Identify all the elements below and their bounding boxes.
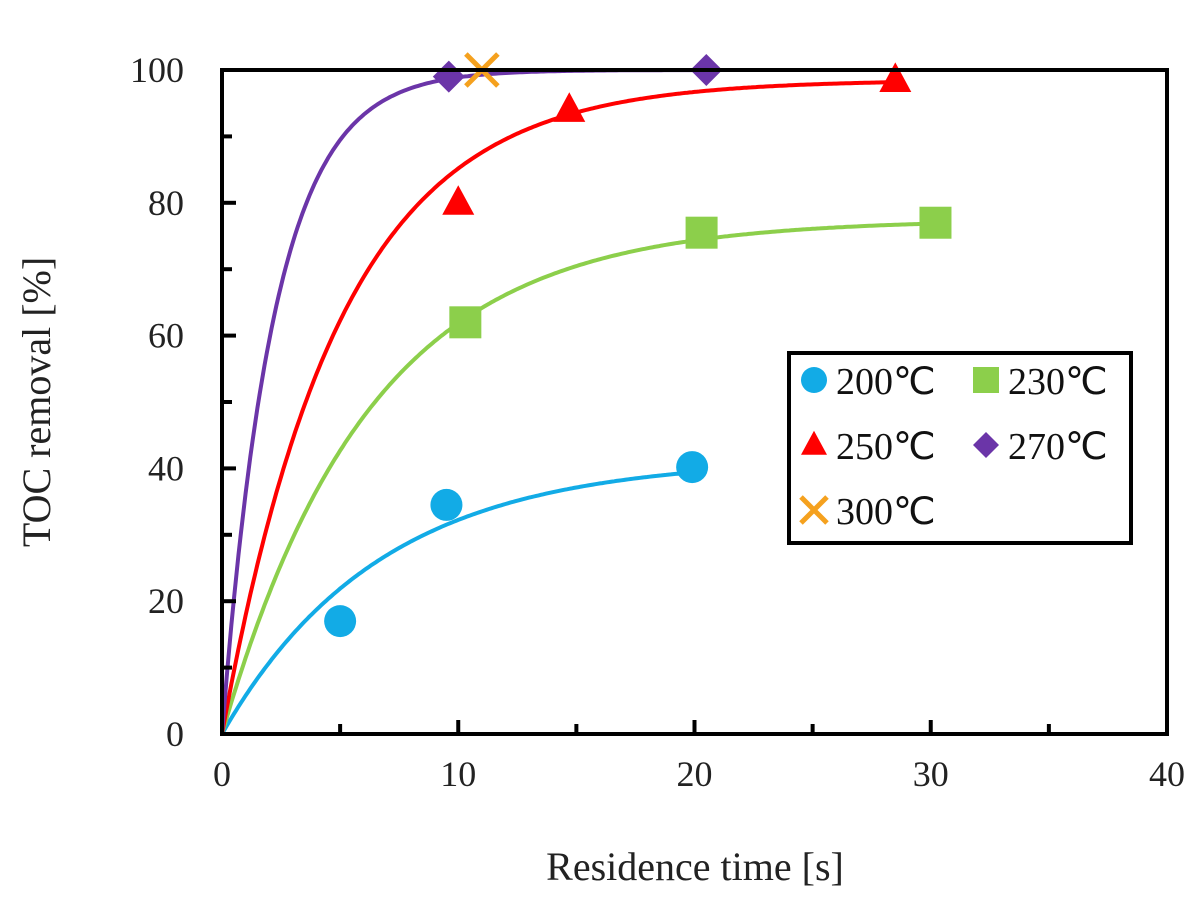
y-tick-label: 100 — [130, 50, 184, 90]
x-tick-label: 0 — [213, 754, 231, 794]
legend-label: 250℃ — [836, 426, 936, 468]
legend-marker — [973, 432, 999, 458]
data-point — [676, 451, 709, 484]
x-axis-title: Residence time [s] — [546, 844, 844, 889]
axis-ticks — [220, 68, 1169, 736]
legend-box — [787, 351, 1133, 545]
y-tick-label: 0 — [166, 714, 184, 754]
legend: 200℃ 230℃ 250℃ 270℃ 300℃ — [787, 351, 1133, 545]
data-point — [879, 62, 912, 92]
x-tick-label: 40 — [1149, 754, 1185, 794]
legend-marker — [801, 430, 827, 455]
data-point — [449, 306, 482, 339]
legend-entry: 230℃ — [973, 361, 1108, 403]
x-tick-label: 10 — [440, 754, 476, 794]
data-point — [432, 60, 465, 93]
legend-entry: 250℃ — [801, 426, 936, 468]
data-point — [553, 92, 586, 122]
data-markers — [324, 52, 952, 638]
y-tick-label: 80 — [148, 183, 184, 223]
legend-entry: 300℃ — [799, 491, 936, 533]
data-point — [442, 185, 475, 215]
legend-label: 300℃ — [836, 491, 936, 533]
tick-labels: 0 10 20 30 40 0 20 40 60 80 100 — [130, 50, 1185, 794]
data-point — [430, 488, 463, 521]
data-point — [685, 216, 718, 249]
legend-marker — [973, 367, 999, 393]
legend-entry: 270℃ — [973, 426, 1108, 468]
y-tick-label: 60 — [148, 316, 184, 356]
legend-marker — [801, 367, 827, 393]
y-axis-title: TOC removal [%] — [14, 257, 59, 547]
legend-label: 230℃ — [1008, 361, 1108, 403]
y-tick-label: 40 — [148, 448, 184, 488]
legend-label: 270℃ — [1008, 426, 1108, 468]
fit-curve-1 — [220, 221, 936, 735]
y-tick-label: 20 — [148, 581, 184, 621]
x-tick-label: 30 — [913, 754, 949, 794]
x-tick-label: 20 — [677, 754, 713, 794]
legend-entry: 200℃ — [801, 361, 936, 403]
fit-curve-0 — [220, 470, 693, 736]
legend-marker — [799, 495, 829, 525]
legend-label: 200℃ — [836, 361, 936, 403]
data-point — [324, 605, 357, 638]
data-point — [919, 206, 952, 239]
